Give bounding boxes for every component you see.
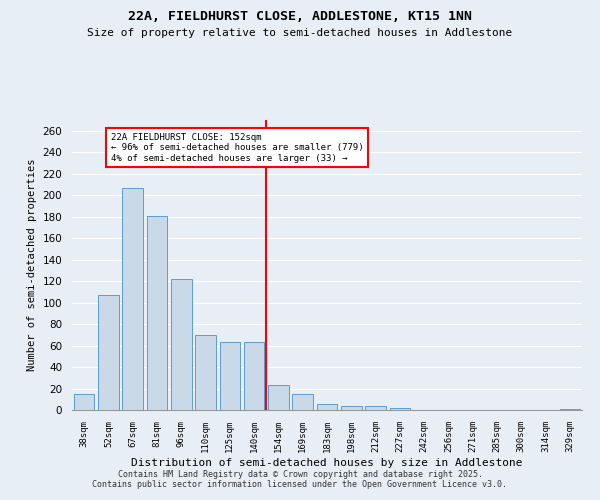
- Bar: [389, 408, 410, 410]
- Bar: [146, 216, 167, 410]
- Bar: [292, 394, 313, 410]
- Text: 22A, FIELDHURST CLOSE, ADDLESTONE, KT15 1NN: 22A, FIELDHURST CLOSE, ADDLESTONE, KT15 …: [128, 10, 472, 23]
- Bar: [98, 295, 119, 410]
- Bar: [560, 409, 580, 410]
- Bar: [122, 188, 143, 410]
- Bar: [74, 394, 94, 410]
- Text: Distribution of semi-detached houses by size in Addlestone: Distribution of semi-detached houses by …: [131, 458, 523, 468]
- Bar: [341, 406, 362, 410]
- Text: Size of property relative to semi-detached houses in Addlestone: Size of property relative to semi-detach…: [88, 28, 512, 38]
- Y-axis label: Number of semi-detached properties: Number of semi-detached properties: [27, 159, 37, 371]
- Bar: [195, 335, 216, 410]
- Bar: [317, 404, 337, 410]
- Bar: [365, 406, 386, 410]
- Bar: [220, 342, 240, 410]
- Text: Contains HM Land Registry data © Crown copyright and database right 2025.
Contai: Contains HM Land Registry data © Crown c…: [92, 470, 508, 489]
- Text: 22A FIELDHURST CLOSE: 152sqm
← 96% of semi-detached houses are smaller (779)
4% : 22A FIELDHURST CLOSE: 152sqm ← 96% of se…: [111, 133, 364, 162]
- Bar: [171, 279, 191, 410]
- Bar: [268, 386, 289, 410]
- Bar: [244, 342, 265, 410]
